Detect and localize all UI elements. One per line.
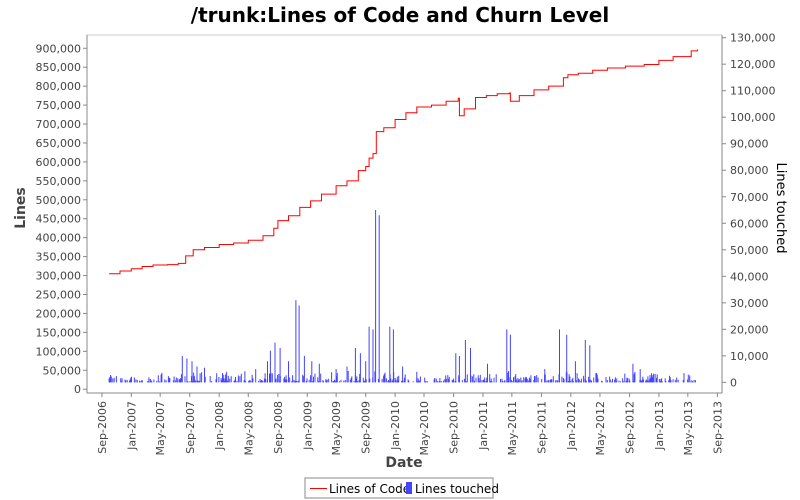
left-tick-label: 350,000 bbox=[36, 251, 82, 264]
x-tick-label: May-2009 bbox=[330, 401, 343, 456]
left-tick-label: 900,000 bbox=[36, 42, 82, 55]
x-tick-label: Sep-2012 bbox=[624, 401, 637, 454]
x-axis-title: Date bbox=[385, 455, 422, 471]
x-tick-label: Sep-2008 bbox=[272, 401, 285, 454]
chart-title: /trunk:Lines of Code and Churn Level bbox=[191, 3, 609, 27]
x-tick-label: Sep-2006 bbox=[96, 401, 109, 454]
right-tick-label: 40,000 bbox=[730, 270, 769, 283]
legend-loc-label: Lines of Code bbox=[329, 482, 410, 496]
legend-churn-label: Lines touched bbox=[415, 482, 499, 496]
x-tick-label: Jan-2009 bbox=[301, 401, 314, 451]
right-tick-label: 120,000 bbox=[730, 58, 776, 71]
right-tick-label: 10,000 bbox=[730, 350, 769, 363]
right-tick-label: 100,000 bbox=[730, 111, 776, 124]
x-tick-label: Jan-2010 bbox=[389, 401, 402, 451]
x-tick-label: May-2007 bbox=[154, 401, 167, 456]
left-tick-label: 250,000 bbox=[36, 289, 82, 302]
x-tick-label: May-2012 bbox=[594, 401, 607, 456]
x-tick-label: Jan-2013 bbox=[653, 401, 666, 451]
x-tick-label: Sep-2013 bbox=[711, 401, 724, 454]
x-tick-label: Jan-2008 bbox=[213, 401, 226, 451]
legend: Lines of Code Lines touched bbox=[304, 477, 499, 499]
left-tick-label: 650,000 bbox=[36, 137, 82, 150]
x-tick-label: Sep-2009 bbox=[360, 401, 373, 454]
right-tick-label: 130,000 bbox=[730, 32, 776, 45]
right-tick-label: 80,000 bbox=[730, 164, 769, 177]
x-axis: Sep-2006 Jan-2007 May-2007 Sep-2007 Jan-2008… bbox=[87, 392, 724, 456]
right-tick-label: 90,000 bbox=[730, 138, 769, 151]
legend-churn-swatch bbox=[406, 482, 412, 494]
right-axis: 0 10,000 20,000 30,000 40,000 50,000 60,000 70,… bbox=[721, 32, 776, 393]
left-tick-label: 200,000 bbox=[36, 307, 82, 320]
left-tick-label: 50,000 bbox=[43, 364, 82, 377]
x-tick-label: May-2010 bbox=[418, 401, 431, 456]
x-tick-label: May-2011 bbox=[506, 401, 519, 456]
x-tick-label: Jan-2007 bbox=[125, 401, 138, 451]
right-tick-label: 50,000 bbox=[730, 244, 769, 257]
left-tick-label: 850,000 bbox=[36, 61, 82, 74]
x-tick-label: Jan-2012 bbox=[565, 401, 578, 451]
y-axis-title: Lines bbox=[13, 187, 29, 229]
left-tick-label: 450,000 bbox=[36, 213, 82, 226]
x-tick-label: Sep-2011 bbox=[535, 401, 548, 454]
right-tick-label: 0 bbox=[730, 376, 737, 389]
left-tick-label: 100,000 bbox=[36, 345, 82, 358]
left-tick-label: 750,000 bbox=[36, 99, 82, 112]
churn-bars bbox=[108, 210, 696, 383]
left-tick-label: 400,000 bbox=[36, 232, 82, 245]
x-tick-label: May-2013 bbox=[682, 401, 695, 456]
right-tick-label: 20,000 bbox=[730, 323, 769, 336]
x-tick-label: Jan-2011 bbox=[477, 401, 490, 451]
legend-box bbox=[304, 477, 494, 499]
x-tick-label: Sep-2010 bbox=[448, 401, 461, 454]
left-tick-label: 500,000 bbox=[36, 194, 82, 207]
left-tick-label: 700,000 bbox=[36, 118, 82, 131]
left-tick-label: 550,000 bbox=[36, 175, 82, 188]
right-tick-label: 30,000 bbox=[730, 297, 769, 310]
right-tick-label: 60,000 bbox=[730, 217, 769, 230]
left-tick-label: 300,000 bbox=[36, 270, 82, 283]
x-tick-label: May-2008 bbox=[242, 401, 255, 456]
right-tick-label: 110,000 bbox=[730, 85, 776, 98]
y2-axis-title: Lines touched bbox=[773, 163, 788, 254]
plot-area bbox=[86, 34, 723, 394]
right-tick-label: 70,000 bbox=[730, 191, 769, 204]
left-axis: 0 50,000 100,000 150,000 200,000 250,000 300,0… bbox=[36, 35, 88, 396]
left-tick-label: 150,000 bbox=[36, 326, 82, 339]
left-tick-label: 0 bbox=[74, 383, 81, 396]
left-tick-label: 600,000 bbox=[36, 156, 82, 169]
left-tick-label: 800,000 bbox=[36, 80, 82, 93]
lines-of-code-series bbox=[109, 49, 698, 275]
x-tick-label: Sep-2007 bbox=[184, 401, 197, 454]
